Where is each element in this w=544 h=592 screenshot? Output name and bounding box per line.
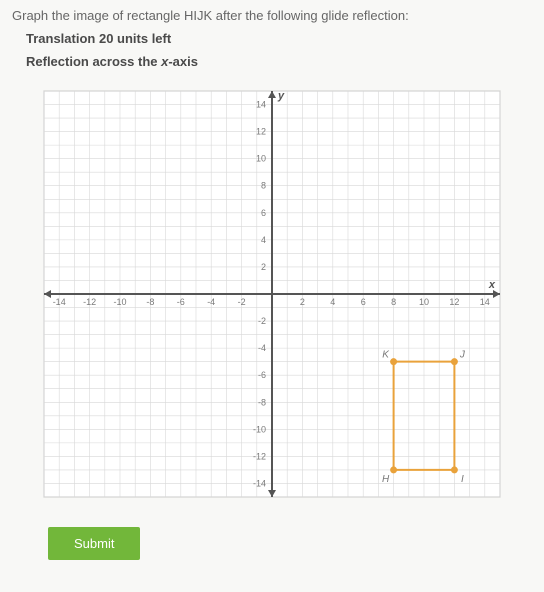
svg-text:-8: -8 [258,397,266,407]
graph-container: -14 -12 -10 -8 -6 -4 -2 2 4 6 8 10 12 14 14 12 10 8 6 4 2 -2 -… [12,79,532,509]
svg-text:10: 10 [256,154,266,164]
svg-text:-14: -14 [53,297,66,307]
svg-text:-2: -2 [258,316,266,326]
step-2: Reflection across the x-axis [26,54,532,69]
vertex-i [451,466,458,473]
submit-button[interactable]: Submit [48,527,140,560]
svg-text:x: x [488,279,496,291]
svg-text:14: 14 [480,297,490,307]
vertex-j [451,358,458,365]
svg-text:-6: -6 [177,297,185,307]
svg-text:12: 12 [449,297,459,307]
coordinate-grid[interactable]: -14 -12 -10 -8 -6 -4 -2 2 4 6 8 10 12 14 14 12 10 8 6 4 2 -2 -… [32,79,512,509]
svg-text:14: 14 [256,100,266,110]
vertex-k [390,358,397,365]
svg-text:-4: -4 [258,343,266,353]
step2-pre: Reflection across the [26,54,161,69]
svg-text:4: 4 [261,235,266,245]
svg-text:-6: -6 [258,370,266,380]
svg-text:-10: -10 [253,424,266,434]
svg-text:8: 8 [261,181,266,191]
svg-text:-12: -12 [83,297,96,307]
svg-text:-2: -2 [238,297,246,307]
svg-text:y: y [277,90,285,102]
svg-text:-10: -10 [113,297,126,307]
svg-text:6: 6 [261,208,266,218]
svg-text:2: 2 [300,297,305,307]
vertex-label-i: I [461,474,464,485]
svg-text:2: 2 [261,262,266,272]
svg-text:-14: -14 [253,478,266,488]
svg-text:6: 6 [361,297,366,307]
vertex-h [390,466,397,473]
vertex-label-j: J [459,350,466,361]
vertex-label-h: H [382,474,390,485]
step-1: Translation 20 units left [26,31,532,46]
svg-text:12: 12 [256,127,266,137]
svg-text:-4: -4 [207,297,215,307]
step2-post: -axis [168,54,198,69]
svg-text:-8: -8 [146,297,154,307]
question-prompt: Graph the image of rectangle HIJK after … [12,8,532,23]
svg-text:4: 4 [330,297,335,307]
svg-text:10: 10 [419,297,429,307]
svg-text:8: 8 [391,297,396,307]
svg-text:-12: -12 [253,451,266,461]
